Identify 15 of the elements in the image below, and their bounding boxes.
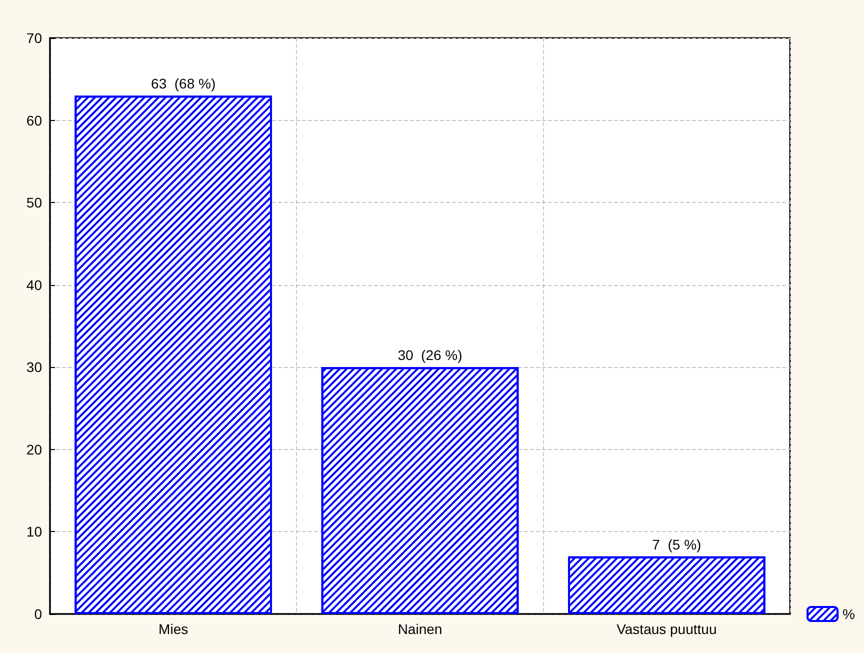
y-tick-label: 60 [26, 112, 42, 128]
y-tick-label: 10 [26, 524, 42, 540]
x-tick-label: Nainen [398, 621, 442, 637]
y-tick-label: 30 [26, 359, 42, 376]
y-tick-label: 20 [26, 441, 42, 458]
data-label: 7 (5 %) [652, 536, 702, 552]
x-tick-label: Mies [158, 621, 188, 637]
data-label: 63 (68 %) [151, 76, 216, 92]
x-tick-label: Vastaus puuttuu [616, 621, 717, 637]
data-label: 30 (26 %) [398, 347, 462, 364]
y-tick-label: 50 [26, 194, 42, 211]
legend-label: % [842, 606, 856, 622]
y-tick-label: 40 [26, 276, 42, 293]
y-tick-label: 70 [26, 30, 42, 46]
y-tick-label: 0 [34, 606, 42, 622]
